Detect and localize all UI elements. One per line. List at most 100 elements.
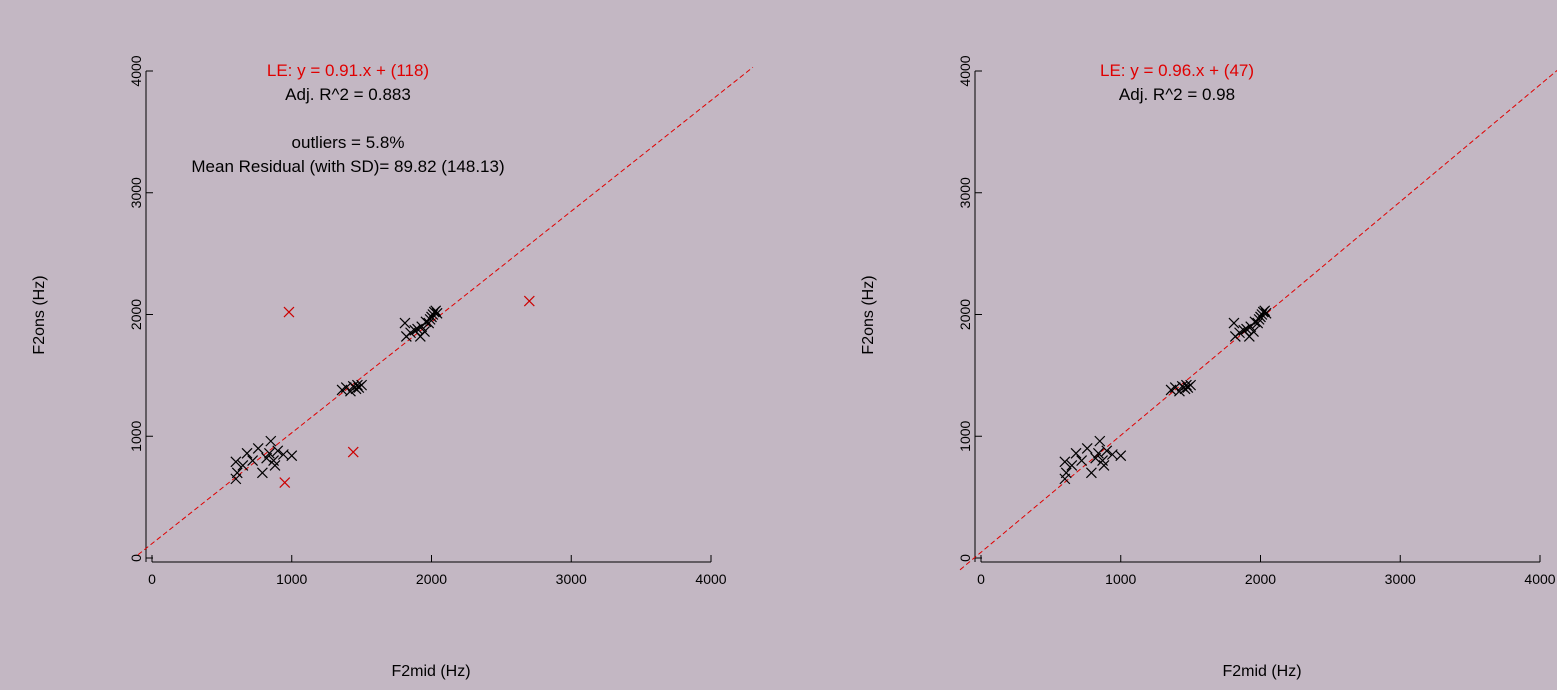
data-point-stroke-b xyxy=(265,435,277,447)
data-point xyxy=(1259,305,1271,317)
data-point xyxy=(286,450,298,462)
data-point xyxy=(231,467,243,479)
data-point-stroke-b xyxy=(350,383,362,395)
data-point-stroke-b xyxy=(1076,455,1088,467)
data-point-stroke-b xyxy=(1060,467,1072,479)
data-point-stroke-b xyxy=(1097,455,1109,467)
data-point xyxy=(1260,307,1272,319)
x-tick-label: 1000 xyxy=(1105,571,1136,587)
x-axis-label: F2mid (Hz) xyxy=(391,663,470,680)
data-point-stroke-b xyxy=(1094,435,1106,447)
data-point xyxy=(399,317,411,329)
data-point-stroke-b xyxy=(424,313,436,325)
x-tick-label: 4000 xyxy=(1524,571,1555,587)
x-tick-label: 0 xyxy=(148,571,156,587)
data-point xyxy=(1081,443,1093,454)
regression-line xyxy=(959,69,1557,571)
data-point-stroke-b xyxy=(1238,324,1250,336)
equation-annotation: LE: y = 0.96.x + (47) xyxy=(1100,61,1254,80)
data-point-stroke-b xyxy=(345,385,356,397)
data-point xyxy=(1076,455,1088,467)
data-point xyxy=(1228,317,1240,329)
data-point-stroke-b xyxy=(1260,307,1272,319)
data-point-stroke-b xyxy=(256,467,268,479)
y-tick-label: 3000 xyxy=(128,177,144,208)
data-point xyxy=(345,385,356,397)
data-point xyxy=(431,307,443,319)
data-point-stroke-b xyxy=(269,460,281,471)
data-point xyxy=(1179,383,1191,395)
data-point xyxy=(1098,460,1110,471)
data-point-stroke-b xyxy=(431,307,443,319)
data-point-stroke-b xyxy=(1059,456,1071,468)
data-point-stroke-b xyxy=(247,455,259,467)
data-point xyxy=(419,326,430,337)
data-point-stroke-b xyxy=(1255,311,1266,323)
data-point xyxy=(423,317,435,329)
data-point xyxy=(1252,317,1264,329)
data-point xyxy=(1253,313,1265,325)
outlier-point-stroke-b xyxy=(279,477,291,488)
data-point xyxy=(426,311,437,323)
data-point xyxy=(1248,326,1259,337)
data-point xyxy=(356,379,368,391)
x-tick-label: 3000 xyxy=(556,571,587,587)
data-point-stroke-b xyxy=(1066,460,1078,471)
data-point-stroke-b xyxy=(399,317,411,329)
data-point-stroke-b xyxy=(423,317,435,329)
data-point-stroke-b xyxy=(263,447,275,459)
data-point-stroke-b xyxy=(426,311,437,323)
data-point xyxy=(1174,385,1185,397)
chart-panel-1: 0 1000 2000 3000 4000 0 1000 2000 3000 4000 F2mid … xyxy=(31,55,754,680)
r2-annotation: Adj. R^2 = 0.98 xyxy=(1119,85,1235,104)
regression-line xyxy=(137,66,754,556)
data-point-stroke-b xyxy=(231,467,243,479)
x-tick-label: 3000 xyxy=(1385,571,1416,587)
data-point xyxy=(1066,460,1078,471)
y-tick-label: 4000 xyxy=(128,55,144,86)
data-point xyxy=(1255,311,1266,323)
data-point-stroke-b xyxy=(1248,326,1259,337)
data-point xyxy=(1115,450,1127,462)
data-point xyxy=(263,447,275,459)
outlier-point xyxy=(347,446,359,458)
data-point-stroke-b xyxy=(352,379,363,391)
data-point-stroke-b xyxy=(356,379,368,391)
data-point xyxy=(237,460,249,471)
data-point xyxy=(265,435,277,447)
data-point-stroke-b xyxy=(252,443,264,454)
data-point-stroke-b xyxy=(1090,452,1102,464)
data-point xyxy=(424,313,436,325)
residual-annotation: Mean Residual (with SD)= 89.82 (148.13) xyxy=(191,157,504,176)
data-point xyxy=(350,383,362,395)
data-point xyxy=(1085,467,1097,479)
data-point-stroke-b xyxy=(1259,305,1271,317)
data-point xyxy=(1181,379,1192,391)
data-point xyxy=(1090,452,1102,464)
x-axis-label: F2mid (Hz) xyxy=(1222,663,1301,680)
data-point-stroke-b xyxy=(1081,443,1093,454)
x-tick-label: 2000 xyxy=(1245,571,1276,587)
data-point-stroke-b xyxy=(1174,385,1185,397)
data-point xyxy=(1060,467,1072,479)
data-point-stroke-b xyxy=(261,452,273,464)
data-point xyxy=(269,460,281,471)
chart-panel-2: 0 1000 2000 3000 4000 0 1000 2000 3000 4000 F2mid … xyxy=(860,55,1557,680)
outlier-point xyxy=(283,306,295,318)
data-point-stroke-b xyxy=(1115,450,1127,462)
equation-annotation: LE: y = 0.91.x + (118) xyxy=(267,61,429,80)
data-point-stroke-b xyxy=(1085,467,1097,479)
data-point xyxy=(1094,435,1106,447)
data-point-stroke-b xyxy=(241,447,253,459)
outliers-annotation: outliers = 5.8% xyxy=(292,133,405,152)
data-point xyxy=(261,452,273,464)
outlier-point-stroke-b xyxy=(523,295,535,307)
data-point-stroke-b xyxy=(230,456,242,468)
data-point-stroke-b xyxy=(268,455,280,467)
y-axis-label: F2ons (Hz) xyxy=(31,275,48,354)
data-point xyxy=(256,467,268,479)
outlier-point-stroke-b xyxy=(347,446,359,458)
x-tick-label: 0 xyxy=(977,571,985,587)
